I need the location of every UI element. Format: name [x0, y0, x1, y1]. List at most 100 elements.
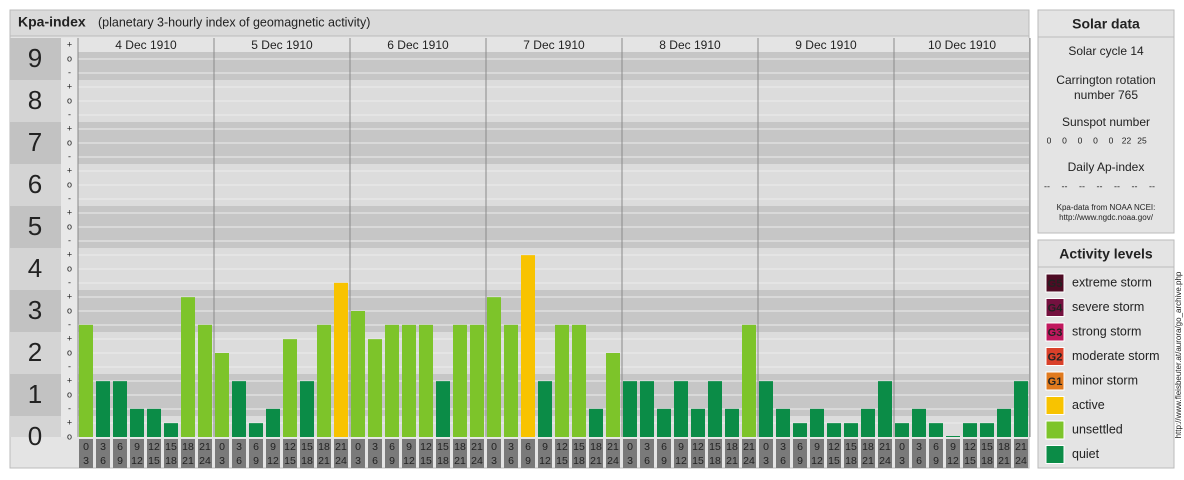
legend-swatch — [1045, 396, 1065, 415]
interval-box — [895, 439, 909, 468]
interval-label: 15 — [556, 455, 568, 467]
ap-title: Daily Ap-index — [1068, 160, 1145, 174]
bar — [827, 423, 841, 437]
interval-box — [453, 439, 467, 468]
sunspot-value: 0 — [1093, 135, 1098, 145]
interval-label: 15 — [148, 455, 160, 467]
interval-label: 18 — [318, 441, 330, 453]
bar — [453, 324, 467, 437]
bar — [640, 381, 654, 437]
interval-box — [827, 439, 841, 468]
interval-label: 15 — [284, 455, 296, 467]
interval-label: 21 — [454, 455, 466, 467]
ap-value: -- — [1097, 181, 1103, 191]
interval-box — [487, 439, 501, 468]
interval-label: 6 — [100, 455, 106, 467]
day-header — [78, 38, 1029, 52]
level-band — [10, 206, 61, 248]
interval-label: 18 — [590, 441, 602, 453]
sunspot-title: Sunspot number — [1062, 115, 1150, 129]
legend-swatch — [1045, 273, 1065, 293]
bar — [130, 408, 144, 437]
legend-code: G4 — [1048, 302, 1064, 314]
interval-label: 12 — [403, 455, 415, 467]
ap-value: -- — [1149, 181, 1155, 191]
legend-label: unsettled — [1072, 422, 1123, 436]
interval-box — [980, 439, 994, 468]
bar — [929, 423, 943, 437]
ap-value: -- — [1114, 181, 1120, 191]
interval-box — [368, 439, 382, 468]
interval-label: 3 — [627, 455, 633, 467]
bar — [368, 339, 382, 437]
level-band — [10, 248, 61, 290]
bar — [963, 423, 977, 437]
sublevel-label: o — [67, 263, 72, 273]
bar — [402, 324, 416, 437]
interval-label: 18 — [998, 441, 1010, 453]
interval-label: 6 — [933, 441, 939, 453]
interval-label: 12 — [947, 455, 959, 467]
legend-label: moderate storm — [1072, 349, 1160, 363]
interval-label: 18 — [845, 455, 857, 467]
bar — [385, 324, 399, 437]
legend-label: quiet — [1072, 447, 1100, 461]
level-band — [61, 248, 78, 290]
day-label: 4 Dec 1910 — [115, 38, 177, 52]
interval-label: 12 — [828, 441, 840, 453]
interval-label: 15 — [981, 441, 993, 453]
y-tick-label: 7 — [28, 127, 42, 157]
sublevel-label: o — [67, 431, 72, 441]
interval-label: 15 — [573, 441, 585, 453]
interval-box — [623, 439, 637, 468]
interval-box — [589, 439, 603, 468]
level-band — [10, 332, 61, 374]
y-tick-label: 5 — [28, 211, 42, 241]
interval-label: 6 — [389, 441, 395, 453]
bar — [776, 408, 790, 437]
interval-label: 0 — [355, 441, 361, 453]
interval-box — [776, 439, 790, 468]
sublevel-label: o — [67, 137, 72, 147]
interval-label: 18 — [726, 441, 738, 453]
interval-label: 12 — [148, 441, 160, 453]
ap-value: -- — [1044, 181, 1050, 191]
level-band — [61, 206, 78, 248]
interval-label: 6 — [644, 455, 650, 467]
interval-box — [96, 439, 110, 468]
interval-label: 21 — [862, 455, 874, 467]
legend-code: G1 — [1048, 376, 1063, 388]
interval-label: 9 — [525, 455, 531, 467]
interval-box — [810, 439, 824, 468]
bar — [793, 423, 807, 437]
sublevel-label: + — [67, 249, 72, 259]
y-tick-label: 8 — [28, 85, 42, 115]
sublevel-label: + — [67, 417, 72, 427]
interval-label: 12 — [964, 441, 976, 453]
interval-label: 15 — [964, 455, 976, 467]
sublevel-label: o — [67, 179, 72, 189]
interval-box — [759, 439, 773, 468]
bar — [555, 324, 569, 437]
interval-label: 6 — [508, 455, 514, 467]
level-band — [61, 164, 78, 206]
bar — [521, 255, 535, 437]
bar — [181, 297, 195, 437]
bar — [878, 381, 892, 437]
level-band — [10, 38, 61, 80]
bar — [351, 311, 365, 437]
bar — [538, 381, 552, 437]
interval-label: 6 — [797, 441, 803, 453]
interval-label: 0 — [491, 441, 497, 453]
bar — [334, 282, 348, 437]
y-tick-label: 0 — [28, 421, 42, 451]
sublevel-label: - — [68, 67, 71, 77]
interval-box — [708, 439, 722, 468]
day-label: 10 Dec 1910 — [928, 38, 996, 52]
sunspot-value: 25 — [1137, 135, 1147, 145]
interval-label: 18 — [573, 455, 585, 467]
sublevel-label: - — [68, 109, 71, 119]
interval-label: 9 — [950, 441, 956, 453]
interval-label: 18 — [709, 455, 721, 467]
interval-box — [266, 439, 280, 468]
